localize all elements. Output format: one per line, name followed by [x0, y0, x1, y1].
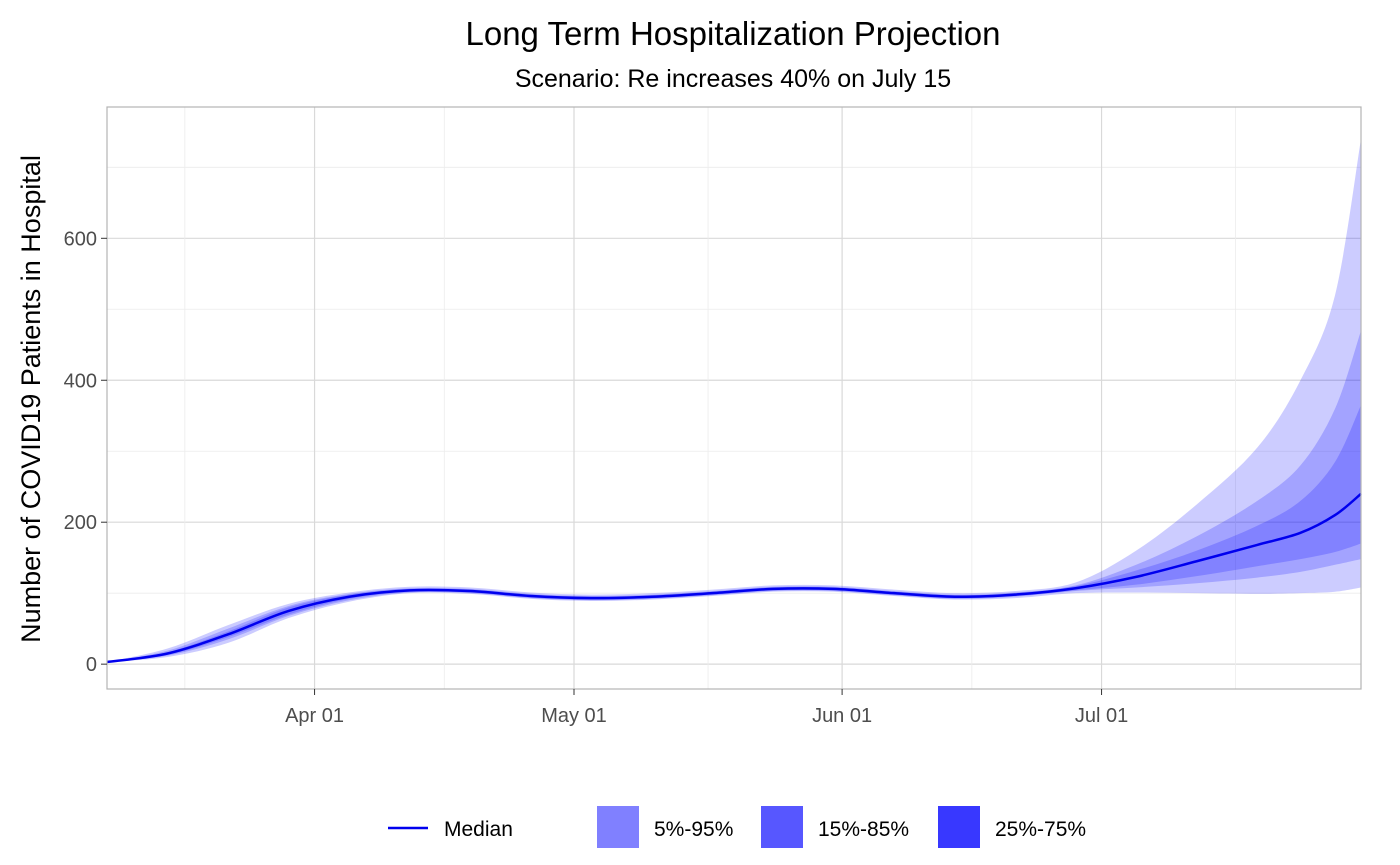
legend-band-3-key [938, 806, 980, 848]
chart-subtitle: Scenario: Re increases 40% on July 15 [515, 65, 951, 93]
legend-band-3-label: 25%-75% [995, 818, 1086, 841]
x-tick-label: Jul 01 [1075, 705, 1128, 727]
legend-band-2-label: 15%-85% [818, 818, 909, 841]
y-tick-label: 400 [64, 370, 97, 392]
y-axis-label: Number of COVID19 Patients in Hospital [16, 155, 46, 643]
median-line [106, 492, 1362, 664]
x-tick-label: Jun 01 [812, 705, 872, 727]
x-tick-label: Apr 01 [285, 705, 344, 727]
y-tick-label: 200 [64, 512, 97, 534]
chart-title: Long Term Hospitalization Projection [465, 15, 1000, 52]
y-ticks: 0 200 400 600 [64, 228, 107, 676]
median-series [106, 492, 1362, 664]
legend-median-label: Median [444, 818, 513, 841]
grid [107, 107, 1361, 689]
y-tick-label: 600 [64, 228, 97, 250]
x-tick-label: May 01 [541, 705, 607, 727]
legend-band-1-label: 5%-95% [654, 818, 733, 841]
legend-band-2-key [761, 806, 803, 848]
confidence-bands [107, 138, 1361, 663]
legend-band-1-key [597, 806, 639, 848]
legend: Median 5%-95% 15%-85% 25%-75% [388, 806, 1086, 848]
band-2 [107, 330, 1361, 663]
x-ticks: Apr 01 May 01 Jun 01 Jul 01 [285, 689, 1128, 727]
y-tick-label: 0 [86, 654, 97, 676]
panel-border [106, 106, 1362, 690]
